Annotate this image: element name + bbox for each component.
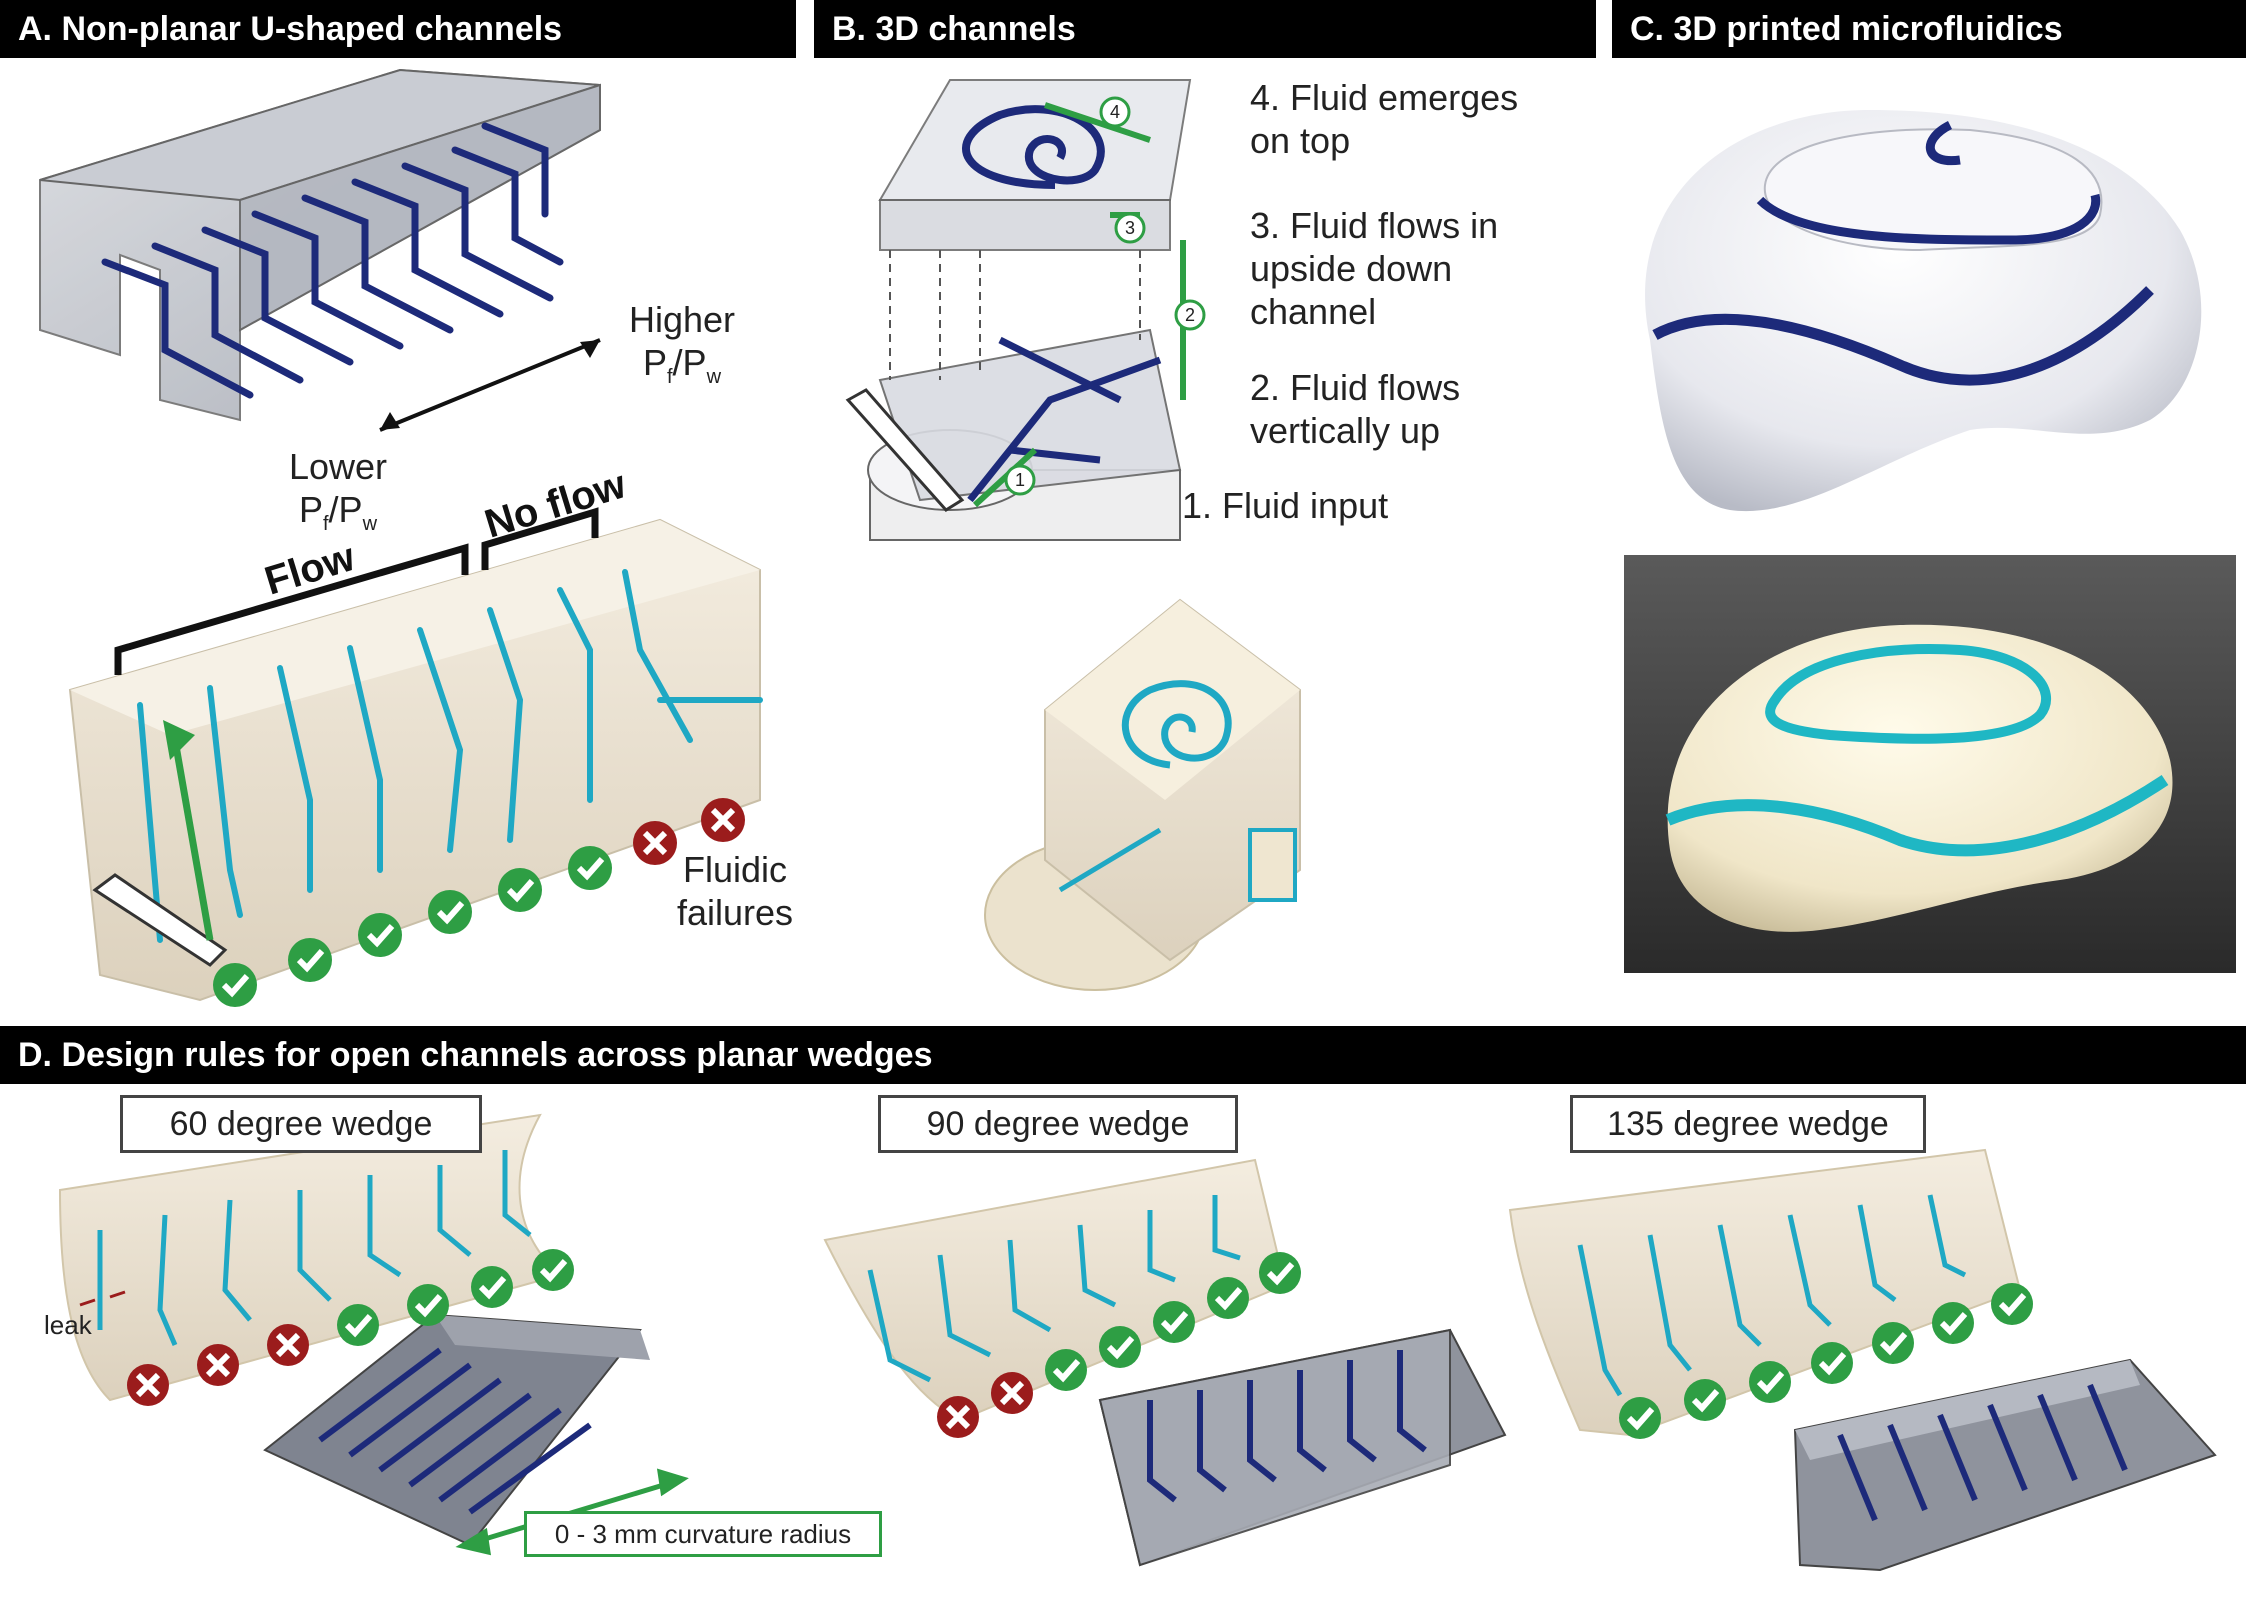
higher-sub-f: f [666,366,673,389]
step2-line1: 2. Fluid flows [1250,367,1461,408]
failures-label: Fluidic failures [670,848,800,934]
double-arrow-icon [379,338,601,432]
check-icon [1932,1302,1974,1344]
step1-label: 1. Fluid input [1182,485,1389,526]
lower-line1: Lower [288,446,388,487]
step4-label: 4. Fluid emerges on top [1250,76,1518,162]
marker-2: 2 [1185,305,1195,325]
step3-label: 3. Fluid flows in upside down channel [1250,204,1498,334]
check-icon [1153,1301,1195,1343]
panel-a-cad-model [39,68,601,422]
check-icon [407,1284,449,1326]
higher-ratio: Pf/Pw [622,341,742,389]
pipette-icon [92,873,228,967]
lower-ratio: Pf/Pw [278,488,398,536]
wedge-135-cad [1793,1358,2217,1572]
check-icon [337,1304,379,1346]
step2-label: 2. Fluid flows vertically up [1250,366,1460,452]
panel-b-photo [984,598,1301,991]
step4-line2: on top [1250,120,1351,162]
step4-line1: 4. Fluid emerges [1250,77,1519,118]
step3-line2: upside down [1250,248,1453,290]
panel-d-status-icons [127,1249,2033,1439]
check-icon [213,963,257,1007]
curvature-label: 0 - 3 mm curvature radius [524,1511,882,1557]
check-icon [1207,1277,1249,1319]
lower-slash: /P [328,489,363,531]
check-icon [471,1266,513,1308]
panel-c-photo [1665,624,2173,932]
check-icon [1259,1252,1301,1294]
cross-icon [197,1344,239,1386]
wedge-90-label: 90 degree wedge [878,1095,1238,1153]
higher-sub-w: w [706,366,722,389]
wedge-60-cad [263,1313,650,1547]
check-icon [1099,1326,1141,1368]
panel-a-photo-channels [137,569,763,943]
check-icon [1811,1342,1853,1384]
cross-icon [633,821,677,865]
check-icon [428,890,472,934]
check-icon [288,938,332,982]
marker-4-circle [1099,96,1131,128]
leak-label: leak [44,1310,92,1340]
panel-b-title: B. 3D channels [814,0,1596,58]
check-icon [1749,1361,1791,1403]
higher-label: Higher Pf/Pw [622,298,742,389]
step3-line3: channel [1250,291,1377,333]
failures-line1: Fluidic [682,849,788,890]
panel-c-render [1645,110,2202,512]
cross-icon [991,1372,1033,1414]
higher-line1: Higher [628,299,736,340]
flow-bracket [114,507,599,675]
lower-label: Lower Pf/Pw [278,445,398,536]
leak-arrows [79,1290,126,1307]
cross-icon [127,1364,169,1406]
check-icon [1872,1322,1914,1364]
higher-slash: /P [672,342,707,384]
panel-b-step-markers [1004,96,1206,496]
step2-line2: vertically up [1250,410,1441,452]
panel-d-title: D. Design rules for open channels across… [0,1026,2246,1084]
check-icon [1619,1397,1661,1439]
wedge-60-label: 60 degree wedge [120,1095,482,1153]
marker-4: 4 [1110,102,1120,122]
check-icon [1991,1283,2033,1325]
check-icon [532,1249,574,1291]
marker-2-circle [1174,299,1206,331]
step3-line1: 3. Fluid flows in [1250,205,1499,246]
higher-p: P [642,342,667,384]
wedge-60-photo [58,1113,563,1402]
check-icon [498,868,542,912]
cross-icon [937,1396,979,1438]
check-icon [1045,1349,1087,1391]
lower-sub-f: f [322,513,329,536]
green-arrow-icon [163,720,214,941]
marker-3-circle [1114,212,1146,244]
marker-1: 1 [1015,470,1025,490]
failures-line2: failures [676,892,794,934]
pipette-icon [845,388,965,512]
lower-p: P [298,489,323,531]
check-icon [568,846,612,890]
wedge-135-photo [1508,1148,2022,1437]
marker-3: 3 [1125,218,1135,238]
marker-1-circle [1004,464,1036,496]
wedge-90-cad [1098,1328,1507,1567]
lower-sub-w: w [362,513,378,536]
wedge-135-label: 135 degree wedge [1570,1095,1926,1153]
panel-a-cad-channels [101,122,564,399]
panel-a-status-icons [213,798,745,1007]
cross-icon [701,798,745,842]
panel-c-title: C. 3D printed microfluidics [1612,0,2246,58]
check-icon [1684,1379,1726,1421]
check-icon [358,913,402,957]
panel-a-title: A. Non-planar U-shaped channels [0,0,796,58]
cross-icon [267,1324,309,1366]
